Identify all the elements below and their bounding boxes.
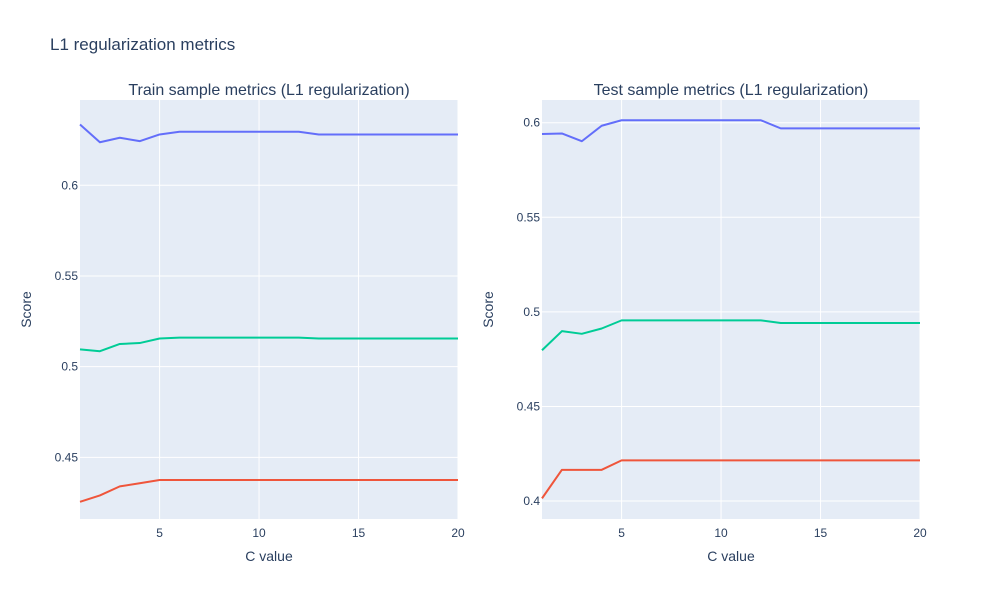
series-line-bottom xyxy=(79,479,458,503)
y-tick-label: 0.5 xyxy=(523,305,540,319)
x-tick-label: 15 xyxy=(352,526,366,540)
series-line-mid xyxy=(541,319,920,351)
y-tick-label: 0.55 xyxy=(517,210,541,224)
series-line-bottom xyxy=(541,459,920,499)
x-tick-label: 20 xyxy=(913,526,927,540)
y-tick-label: 0.45 xyxy=(55,450,79,464)
y-tick-label: 0.5 xyxy=(61,360,78,374)
x-tick-label: 20 xyxy=(451,526,465,540)
series-line-top xyxy=(541,119,920,143)
x-axis-title: C value xyxy=(707,548,755,564)
y-tick-label: 0.6 xyxy=(523,116,540,130)
y-tick-label: 0.6 xyxy=(61,178,78,192)
subplot-title: Test sample metrics (L1 regularization) xyxy=(594,82,869,99)
x-tick-label: 5 xyxy=(618,526,625,540)
x-tick-label: 5 xyxy=(156,526,163,540)
series-line-mid xyxy=(79,336,458,353)
x-tick-label: 15 xyxy=(814,526,828,540)
subplot-title: Train sample metrics (L1 regularization) xyxy=(128,82,409,99)
x-tick-label: 10 xyxy=(714,526,728,540)
figure-title: L1 regularization metrics xyxy=(50,35,235,54)
subplot-2: 5 10 15 20 0.4 0.45 0.5 0.55 0.6 Test sample metr… xyxy=(480,82,927,564)
y-tick-label: 0.4 xyxy=(523,494,540,508)
y-tick-label: 0.55 xyxy=(55,269,79,283)
x-tick-label: 10 xyxy=(252,526,266,540)
plot-area xyxy=(542,100,920,519)
plot-area xyxy=(80,100,458,519)
subplot-1: 5 10 15 20 0.45 0.5 0.55 0.6 Train sample metric… xyxy=(18,82,465,564)
x-axis-title: C value xyxy=(245,548,293,564)
y-tick-label: 0.45 xyxy=(517,399,541,413)
series-line-top xyxy=(79,123,458,144)
y-axis-title: Score xyxy=(480,291,496,328)
y-axis-title: Score xyxy=(18,291,34,328)
